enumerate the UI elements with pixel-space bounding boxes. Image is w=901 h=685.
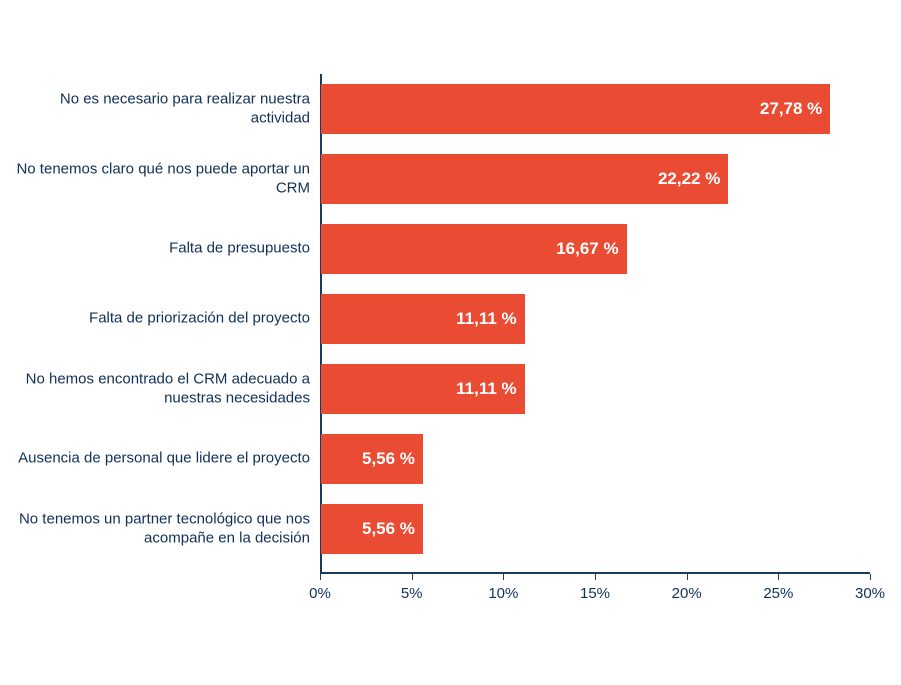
- category-label: No tenemos claro qué nos puede aportar u…: [0, 160, 310, 198]
- x-tick-label: 5%: [401, 585, 423, 602]
- chart-container: 0% 5% 10% 15% 20% 25% 30% 27,78 % 22,22 …: [0, 0, 901, 685]
- category-label: No tenemos un partner tecnológico que no…: [0, 510, 310, 548]
- bar: 16,67 %: [321, 224, 627, 274]
- x-tick: [412, 574, 413, 580]
- bar-value-label: 5,56 %: [362, 519, 415, 539]
- bar: 22,22 %: [321, 154, 728, 204]
- category-label: No hemos encontrado el CRM adecuado a nu…: [0, 370, 310, 408]
- bar-value-label: 5,56 %: [362, 449, 415, 469]
- category-label: No es necesario para realizar nuestra ac…: [0, 90, 310, 128]
- x-tick-label: 15%: [580, 585, 610, 602]
- x-tick-label: 25%: [763, 585, 793, 602]
- x-tick-label: 0%: [309, 585, 331, 602]
- bar: 11,11 %: [321, 294, 525, 344]
- bar: 11,11 %: [321, 364, 525, 414]
- x-tick: [503, 574, 504, 580]
- bar: 5,56 %: [321, 504, 423, 554]
- bar-value-label: 11,11 %: [456, 309, 517, 329]
- x-tick: [870, 574, 871, 580]
- x-tick: [778, 574, 779, 580]
- bar-value-label: 16,67 %: [556, 239, 618, 259]
- x-tick: [320, 574, 321, 580]
- x-tick-label: 10%: [488, 585, 518, 602]
- bar: 27,78 %: [321, 84, 830, 134]
- bar-value-label: 27,78 %: [760, 99, 822, 119]
- bar-value-label: 22,22 %: [658, 169, 720, 189]
- category-label: Falta de priorización del proyecto: [0, 310, 310, 329]
- x-tick: [595, 574, 596, 580]
- plot-area: 0% 5% 10% 15% 20% 25% 30% 27,78 % 22,22 …: [320, 74, 870, 594]
- x-tick: [687, 574, 688, 580]
- bar-value-label: 11,11 %: [456, 379, 517, 399]
- x-tick-label: 30%: [855, 585, 885, 602]
- category-label: Falta de presupuesto: [0, 240, 310, 259]
- x-tick-label: 20%: [672, 585, 702, 602]
- category-label: Ausencia de personal que lidere el proye…: [0, 450, 310, 469]
- bar: 5,56 %: [321, 434, 423, 484]
